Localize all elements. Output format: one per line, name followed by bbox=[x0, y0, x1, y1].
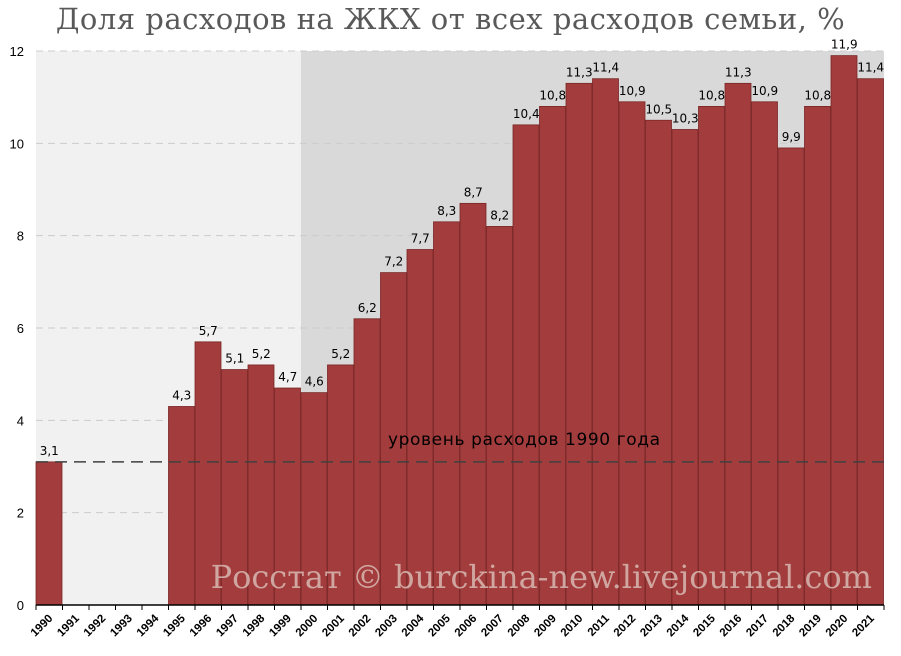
bar bbox=[804, 106, 831, 606]
data-label: 7,2 bbox=[384, 255, 403, 269]
bar bbox=[353, 318, 381, 606]
bar bbox=[857, 78, 884, 606]
bar bbox=[618, 101, 646, 606]
data-label: 9,9 bbox=[782, 130, 801, 144]
data-label: 5,1 bbox=[225, 352, 244, 366]
y-tick-label: 10 bbox=[10, 136, 24, 151]
bar bbox=[724, 82, 752, 606]
x-tick-label: 2017 bbox=[744, 613, 771, 640]
bar bbox=[459, 202, 487, 606]
data-label: 8,7 bbox=[464, 185, 483, 199]
x-tick-label: 2000 bbox=[294, 613, 321, 640]
data-label: 11,4 bbox=[592, 61, 619, 75]
bar bbox=[671, 129, 699, 606]
data-label: 7,7 bbox=[411, 232, 430, 246]
data-label: 4,3 bbox=[172, 388, 191, 402]
bar bbox=[221, 369, 248, 606]
x-tick-label: 2010 bbox=[559, 613, 586, 640]
x-tick-label: 2014 bbox=[665, 612, 692, 639]
data-label: 8,2 bbox=[490, 208, 509, 222]
data-label: 4,6 bbox=[305, 375, 324, 389]
y-tick-label: 6 bbox=[17, 321, 24, 336]
chart-title: Доля расходов на ЖКХ от всех расходов се… bbox=[55, 2, 846, 36]
x-tick-label: 1999 bbox=[267, 613, 294, 640]
data-label: 10,9 bbox=[619, 84, 646, 98]
x-tick-label: 2015 bbox=[691, 612, 718, 639]
bar bbox=[327, 364, 354, 606]
bar bbox=[830, 55, 858, 606]
bar bbox=[645, 119, 672, 606]
data-label: 4,7 bbox=[278, 370, 297, 384]
x-tick-label: 1996 bbox=[188, 613, 215, 640]
data-label: 11,4 bbox=[857, 61, 884, 75]
x-tick-label: 1997 bbox=[214, 613, 241, 640]
x-tick-label: 1991 bbox=[55, 612, 82, 639]
data-label: 11,3 bbox=[566, 65, 593, 79]
data-label: 10,9 bbox=[751, 84, 778, 98]
x-tick-label: 2021 bbox=[850, 612, 877, 639]
x-tick-label: 1992 bbox=[82, 613, 109, 640]
bar bbox=[751, 101, 778, 606]
bar bbox=[698, 106, 725, 606]
data-label: 3,1 bbox=[40, 444, 59, 458]
bar bbox=[512, 124, 540, 606]
bar bbox=[300, 392, 328, 606]
data-label: 8,3 bbox=[437, 204, 456, 218]
x-tick-label: 2008 bbox=[506, 612, 533, 639]
x-tick-label: 2019 bbox=[797, 613, 824, 640]
x-tick-label: 1995 bbox=[161, 612, 188, 639]
x-tick-label: 2012 bbox=[612, 613, 639, 640]
x-tick-label: 1990 bbox=[29, 613, 56, 640]
x-tick-label: 2005 bbox=[426, 612, 453, 639]
reference-line-label: уровень расходов 1990 года bbox=[388, 430, 661, 450]
bar bbox=[777, 147, 805, 606]
data-label: 11,9 bbox=[831, 38, 858, 52]
y-tick-label: 0 bbox=[17, 598, 24, 613]
bar bbox=[274, 387, 301, 606]
bar bbox=[35, 461, 63, 606]
x-tick-label: 2016 bbox=[718, 613, 745, 640]
data-label: 5,2 bbox=[331, 347, 350, 361]
bar bbox=[592, 78, 619, 606]
y-tick-label: 12 bbox=[10, 44, 24, 59]
x-tick-label: 2004 bbox=[400, 612, 427, 639]
y-tick-label: 2 bbox=[17, 506, 24, 521]
bar bbox=[406, 249, 434, 606]
x-tick-label: 2001 bbox=[320, 612, 347, 639]
data-label: 10,4 bbox=[513, 107, 540, 121]
x-tick-label: 2002 bbox=[347, 613, 374, 640]
bar bbox=[539, 106, 566, 606]
bar bbox=[194, 341, 222, 606]
data-label: 10,8 bbox=[539, 88, 566, 102]
data-label: 5,2 bbox=[252, 347, 271, 361]
data-label: 6,2 bbox=[358, 301, 377, 315]
x-tick-label: 2007 bbox=[479, 613, 506, 640]
bar bbox=[565, 82, 593, 606]
x-tick-label: 1994 bbox=[135, 612, 162, 639]
watermark: Росстат © burckina-new.livejournal.com bbox=[211, 558, 872, 596]
bar bbox=[247, 364, 275, 606]
x-tick-label: 2006 bbox=[453, 613, 480, 640]
x-tick-label: 2009 bbox=[532, 613, 559, 640]
x-tick-label: 2013 bbox=[638, 613, 665, 640]
data-label: 5,7 bbox=[199, 324, 218, 338]
x-tick-label: 1998 bbox=[241, 612, 268, 639]
x-tick-label: 2011 bbox=[586, 612, 613, 639]
data-label: 10,3 bbox=[672, 111, 699, 125]
data-label: 10,5 bbox=[645, 102, 672, 116]
bar bbox=[486, 226, 513, 606]
x-tick-label: 1993 bbox=[108, 613, 135, 640]
bar bbox=[433, 221, 460, 606]
y-tick-label: 4 bbox=[17, 413, 24, 428]
bar bbox=[168, 406, 195, 606]
data-label: 11,3 bbox=[725, 65, 752, 79]
y-tick-label: 8 bbox=[17, 229, 24, 244]
bar bbox=[380, 272, 407, 606]
data-label: 10,8 bbox=[698, 88, 725, 102]
x-tick-label: 2020 bbox=[824, 613, 851, 640]
x-tick-label: 2018 bbox=[771, 612, 798, 639]
x-tick-label: 2003 bbox=[373, 613, 400, 640]
data-label: 10,8 bbox=[804, 88, 831, 102]
